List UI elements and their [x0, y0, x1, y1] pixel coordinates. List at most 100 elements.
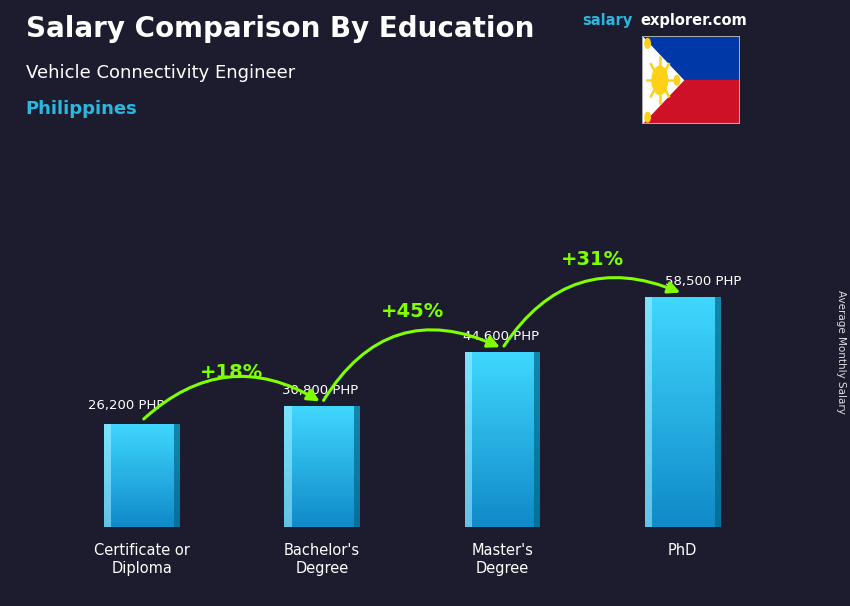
Bar: [104, 455, 179, 457]
Bar: [104, 449, 179, 451]
Bar: [104, 459, 179, 461]
Bar: [284, 515, 360, 518]
Bar: [284, 440, 360, 442]
Bar: [284, 510, 360, 513]
Bar: [104, 505, 179, 507]
Bar: [284, 493, 360, 496]
Bar: [284, 501, 360, 503]
Text: Philippines: Philippines: [26, 100, 137, 118]
Bar: [645, 522, 721, 527]
Bar: [645, 467, 721, 472]
Bar: [284, 421, 360, 423]
Bar: [465, 436, 541, 439]
Bar: [465, 390, 541, 394]
Bar: [465, 359, 541, 362]
Bar: [645, 481, 721, 486]
Bar: [104, 508, 179, 511]
Bar: [645, 343, 721, 347]
Bar: [104, 430, 179, 432]
Bar: [645, 393, 721, 398]
Bar: [284, 416, 360, 418]
Bar: [284, 486, 360, 488]
Circle shape: [645, 39, 650, 48]
Bar: [465, 362, 541, 365]
Bar: [173, 424, 179, 527]
Bar: [465, 365, 541, 369]
Bar: [104, 426, 179, 428]
Bar: [465, 482, 541, 485]
Bar: [104, 432, 179, 435]
Bar: [645, 366, 721, 370]
Bar: [465, 351, 541, 355]
Bar: [645, 430, 721, 435]
Text: +31%: +31%: [561, 250, 624, 269]
Bar: [284, 518, 360, 520]
Bar: [104, 473, 179, 476]
Bar: [284, 469, 360, 471]
Bar: [645, 324, 721, 329]
Bar: [284, 435, 360, 438]
Bar: [104, 465, 179, 467]
Bar: [465, 383, 541, 387]
Bar: [104, 496, 179, 498]
Bar: [465, 453, 541, 457]
Bar: [284, 471, 360, 474]
Bar: [284, 430, 360, 433]
Bar: [104, 435, 179, 436]
Bar: [104, 467, 179, 470]
Bar: [104, 439, 179, 441]
Bar: [465, 461, 541, 464]
Bar: [284, 481, 360, 484]
Bar: [645, 449, 721, 453]
Bar: [642, 36, 740, 80]
Text: salary: salary: [582, 13, 632, 28]
Bar: [645, 370, 721, 375]
Bar: [465, 517, 541, 520]
Bar: [465, 351, 472, 527]
Bar: [465, 513, 541, 517]
Circle shape: [652, 66, 667, 95]
Bar: [465, 397, 541, 401]
Bar: [645, 444, 721, 449]
Bar: [645, 338, 721, 343]
Bar: [284, 513, 360, 515]
Bar: [645, 384, 721, 389]
Bar: [465, 411, 541, 415]
Bar: [645, 297, 653, 527]
Bar: [645, 416, 721, 421]
Bar: [284, 457, 360, 459]
Bar: [465, 439, 541, 443]
Bar: [642, 80, 740, 124]
Bar: [465, 502, 541, 506]
Bar: [645, 315, 721, 320]
Bar: [284, 428, 360, 430]
Bar: [104, 498, 179, 501]
Bar: [284, 425, 360, 428]
Text: Average Monthly Salary: Average Monthly Salary: [836, 290, 846, 413]
Bar: [645, 472, 721, 476]
Bar: [465, 499, 541, 502]
Bar: [645, 513, 721, 518]
Bar: [645, 412, 721, 416]
Bar: [465, 404, 541, 408]
Bar: [465, 373, 541, 376]
Bar: [465, 379, 541, 383]
Bar: [645, 398, 721, 403]
Bar: [284, 488, 360, 491]
Bar: [284, 450, 360, 452]
Polygon shape: [642, 36, 683, 124]
Bar: [645, 435, 721, 440]
Bar: [465, 496, 541, 499]
Bar: [284, 520, 360, 522]
Bar: [284, 525, 360, 527]
Bar: [104, 515, 179, 517]
Bar: [465, 478, 541, 482]
Bar: [465, 510, 541, 513]
Bar: [645, 509, 721, 513]
Text: 44,600 PHP: 44,600 PHP: [462, 330, 539, 343]
Bar: [645, 306, 721, 311]
Bar: [284, 454, 360, 457]
Bar: [715, 297, 721, 527]
Bar: [284, 491, 360, 493]
Bar: [645, 347, 721, 352]
